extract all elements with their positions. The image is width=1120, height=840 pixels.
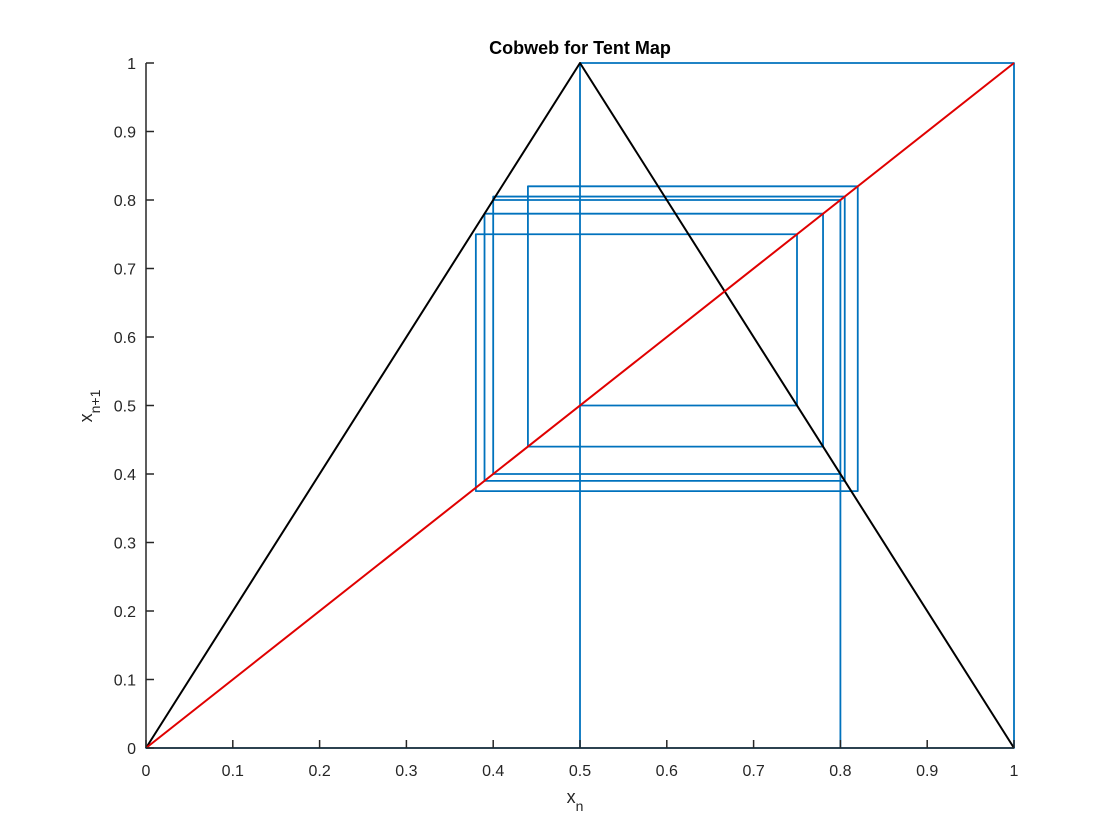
chart-title: Cobweb for Tent Map [489, 38, 671, 58]
y-tick-label: 0.9 [114, 125, 136, 142]
x-axis-label-sub: n [576, 798, 584, 814]
y-axis-label: xn+1 [76, 389, 103, 422]
tent-map-series [145, 62, 1015, 749]
x-tick-label: 0.7 [742, 763, 764, 780]
x-tick-label: 0.5 [569, 763, 591, 780]
x-axis-label: xn [567, 787, 584, 814]
x-axis-label-main: x [567, 787, 576, 807]
y-tick-label: 0.5 [114, 399, 136, 416]
x-tick-label: 0.8 [829, 763, 851, 780]
y-tick-label: 0 [127, 741, 136, 758]
y-axis-label-sub: n+1 [87, 389, 103, 413]
x-tick-label: 0.6 [656, 763, 678, 780]
y-tick-label: 1 [127, 56, 136, 73]
x-ticks: 0 0.1 0.2 0.3 0.4 0.5 0.6 0.7 0.8 0.9 1 [142, 740, 1019, 780]
y-axis-label-main: x [76, 413, 96, 422]
y-tick-label: 0.1 [114, 673, 136, 690]
y-tick-label: 0.4 [114, 467, 136, 484]
y-tick-label: 0.6 [114, 330, 136, 347]
plot-lines [145, 62, 1015, 749]
x-tick-label: 0.3 [395, 763, 417, 780]
y-tick-label: 0.3 [114, 536, 136, 553]
y-tick-label: 0.8 [114, 193, 136, 210]
x-tick-label: 0.4 [482, 763, 504, 780]
y-ticks: 0 0.1 0.2 0.3 0.4 0.5 0.6 0.7 0.8 0.9 1 [114, 56, 154, 758]
x-tick-label: 0.2 [308, 763, 330, 780]
y-tick-label: 0.7 [114, 262, 136, 279]
x-tick-label: 0 [142, 763, 151, 780]
identity-line-series [145, 62, 1015, 749]
x-tick-label: 1 [1010, 763, 1019, 780]
y-tick-label: 0.2 [114, 604, 136, 621]
x-tick-label: 0.1 [222, 763, 244, 780]
cobweb-series [145, 62, 1015, 749]
x-tick-label: 0.9 [916, 763, 938, 780]
